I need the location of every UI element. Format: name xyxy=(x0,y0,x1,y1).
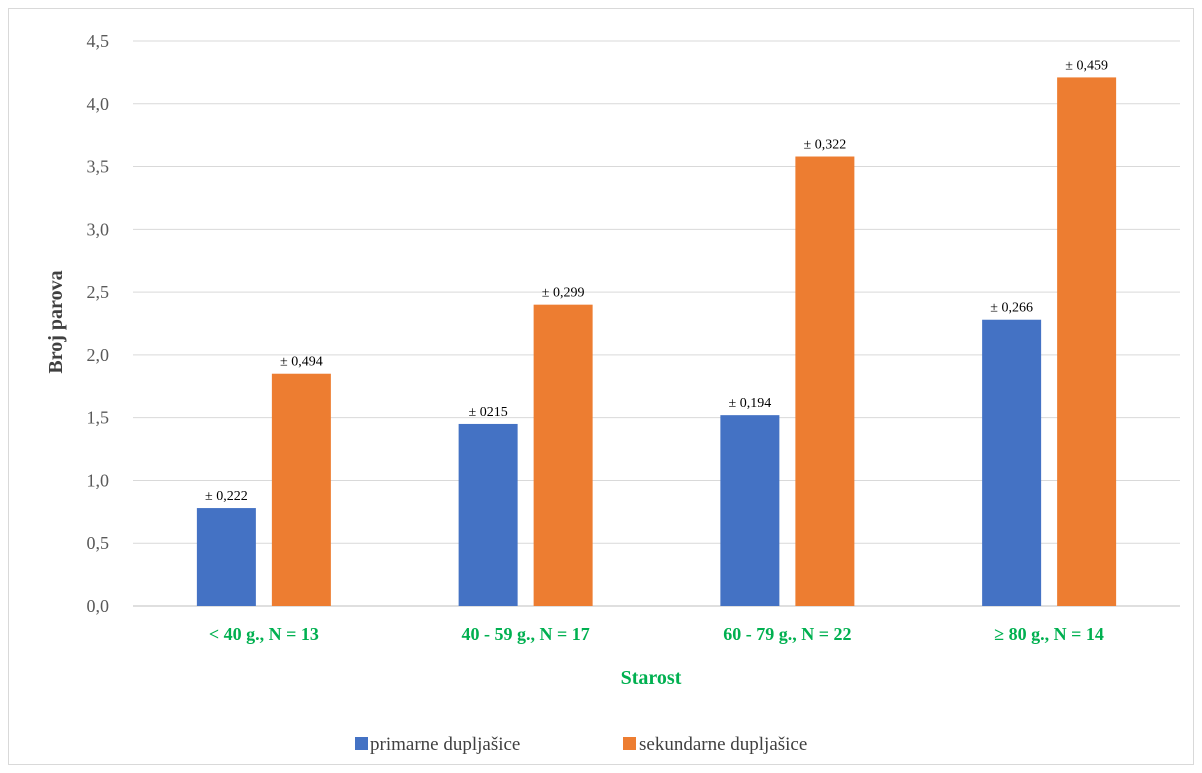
legend-label-primarne: primarne dupljašice xyxy=(370,734,520,755)
bar-sekundarne xyxy=(533,304,593,606)
bar-primarne xyxy=(982,319,1042,606)
data-label: ± 0215 xyxy=(469,405,508,420)
x-axis-title: Starost xyxy=(621,667,682,689)
bar-primarne xyxy=(196,508,256,606)
bar-sekundarne xyxy=(795,156,855,606)
y-tick-label: 1,0 xyxy=(87,470,110,490)
data-label: ± 0,459 xyxy=(1065,58,1108,73)
x-axis-categories: < 40 g., N = 13 40 - 59 g., N = 17 60 - 79… xyxy=(209,624,1104,644)
data-label: ± 0,222 xyxy=(205,489,248,504)
legend-swatch-sekundarne xyxy=(623,737,636,750)
data-label: ± 0,194 xyxy=(729,396,772,411)
legend: primarne dupljašice sekundarne dupljašic… xyxy=(355,734,807,755)
bar-primarne xyxy=(720,415,780,606)
legend-label-sekundarne: sekundarne dupljašice xyxy=(639,734,807,755)
y-tick-label: 1,5 xyxy=(87,408,110,428)
y-tick-label: 0,0 xyxy=(87,596,110,616)
bars xyxy=(196,77,1117,606)
y-tick-label: 3,0 xyxy=(87,219,110,239)
y-tick-label: 2,5 xyxy=(87,282,110,302)
y-axis-ticks: 0,0 0,5 1,0 1,5 2,0 2,5 3,0 3,5 4,0 4,5 xyxy=(87,31,110,616)
data-labels: ± 0,222 ± 0,494 ± 0215 ± 0,299 ± 0,194 ± 0,32… xyxy=(205,58,1108,504)
data-label: ± 0,266 xyxy=(990,301,1033,316)
data-label: ± 0,322 xyxy=(804,138,847,153)
y-tick-label: 4,0 xyxy=(87,94,110,114)
bar-sekundarne xyxy=(271,373,331,606)
data-label: ± 0,299 xyxy=(542,286,585,301)
y-tick-label: 2,0 xyxy=(87,345,110,365)
bar-primarne xyxy=(458,423,518,606)
bar-sekundarne xyxy=(1057,77,1117,606)
y-tick-label: 0,5 xyxy=(87,533,110,553)
data-label: ± 0,494 xyxy=(280,355,323,370)
y-tick-label: 3,5 xyxy=(87,157,110,177)
legend-swatch-primarne xyxy=(355,737,368,750)
y-axis-title: Broj parova xyxy=(45,270,67,373)
y-tick-label: 4,5 xyxy=(87,31,110,51)
x-category-label: 40 - 59 g., N = 17 xyxy=(462,624,590,644)
x-category-label: 60 - 79 g., N = 22 xyxy=(723,624,851,644)
x-category-label: ≥ 80 g., N = 14 xyxy=(994,624,1104,644)
x-category-label: < 40 g., N = 13 xyxy=(209,624,319,644)
